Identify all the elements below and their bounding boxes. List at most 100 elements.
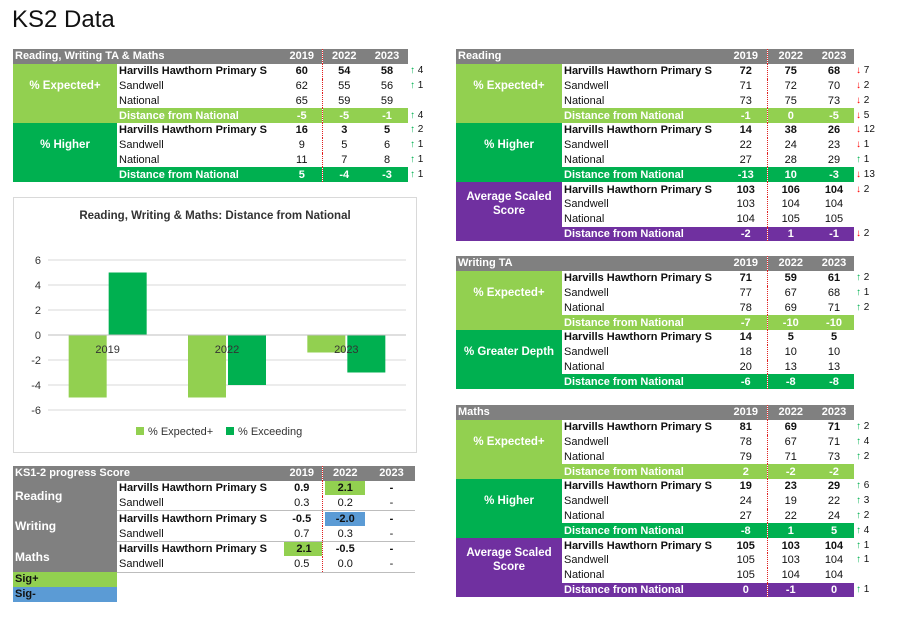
legend-label: % Exceeding [238, 426, 302, 438]
distance-row: Distance from National -8 1 5 ↑ 4 [456, 523, 901, 539]
value-cell: 67 [766, 285, 814, 301]
progress-value: - [389, 482, 394, 495]
distance-spacer [456, 315, 562, 330]
arrow-up-icon: ↑ [410, 168, 418, 180]
change-cell: ↓ 2 [854, 182, 901, 197]
value-cell: 13 [766, 359, 814, 375]
arrow-down-icon: ↓ [856, 124, 864, 136]
distance-value: 5 [282, 167, 323, 183]
progress-value: - [389, 512, 394, 525]
year-header: 2019 [725, 49, 767, 64]
arrow-up-icon: ↑ [410, 65, 418, 77]
change-cell: ↑ 1 [854, 152, 901, 168]
change-cell: ↓ 7 [854, 63, 901, 79]
distance-value: -2 [725, 226, 767, 242]
change-value: 7 [863, 65, 870, 77]
data-row: National 11 7 8 ↑ 1 [13, 152, 436, 168]
row-name: Sandwell [564, 286, 609, 299]
arrow-up-icon: ↑ [856, 524, 864, 536]
change-value: 1 [863, 153, 870, 165]
y-tick-label: 4 [35, 280, 41, 292]
progress-value: - [368, 495, 415, 512]
sig-plus-key: Sig+ [13, 572, 117, 587]
value-cell: 71 [739, 79, 752, 92]
value-cell: 22 [766, 508, 814, 524]
change-value: 1 [417, 153, 424, 165]
row-name: Sandwell [119, 79, 164, 92]
value-cell: 56 [380, 79, 394, 92]
change-value: 13 [863, 168, 875, 180]
arrow-up-icon: ↑ [856, 554, 864, 566]
distance-value: -5 [814, 108, 854, 123]
change-cell [854, 344, 901, 360]
arrow-up-icon: ↑ [856, 421, 864, 433]
data-row: Sandwell 22 24 23 ↓ 1 [456, 137, 901, 153]
value-cell: 104 [736, 213, 755, 226]
value-cell: 59 [766, 270, 814, 286]
value-cell: 18 [739, 346, 752, 359]
change-cell: ↓ 1 [854, 137, 901, 153]
change-value: 12 [863, 124, 875, 136]
distance-row: Distance from National -2 1 -1 ↓ 2 [456, 226, 901, 242]
value-cell: 75 [766, 63, 814, 79]
progress-value: 0.7 [282, 526, 322, 542]
progress-value: 0.2 [321, 495, 368, 512]
subject-label: Reading [13, 480, 117, 511]
year-header: 2022 [766, 256, 814, 271]
distance-value: -3 [814, 167, 854, 183]
y-tick-label: 6 [35, 255, 41, 267]
change-value: 2 [863, 509, 870, 521]
year-header: 2019 [725, 256, 767, 271]
change-cell: ↑ 4 [408, 108, 436, 123]
y-tick-label: -6 [31, 405, 41, 417]
progress-value: 0.0 [321, 556, 368, 573]
value-cell: 22 [827, 495, 841, 508]
change-cell [854, 315, 901, 330]
year-header: 2019 [282, 49, 323, 64]
row-name: Harvills Hawthorn Primary S [564, 183, 712, 196]
value-cell: 24 [766, 137, 814, 153]
y-tick-label: 0 [35, 330, 41, 342]
arrow-up-icon: ↑ [856, 480, 864, 492]
value-cell: 59 [380, 94, 394, 107]
value-cell: 79 [739, 450, 752, 463]
data-row: Reading Harvills Hawthorn Primary S 0.9 2.1… [13, 480, 415, 511]
change-value: 1 [863, 554, 870, 566]
row-name: Harvills Hawthorn Primary S [564, 539, 712, 552]
distance-value: -10 [766, 315, 814, 330]
distance-value: -8 [814, 374, 854, 390]
arrow-up-icon: ↑ [856, 153, 864, 165]
arrow-up-icon: ↑ [856, 301, 864, 313]
key-row: Sig+ [13, 572, 415, 587]
key-row: Sig- [13, 586, 415, 602]
change-cell: ↓ 2 [854, 93, 901, 109]
distance-value: -8 [766, 374, 814, 390]
change-value: 2 [863, 94, 870, 106]
value-cell: 29 [827, 480, 841, 493]
distance-spacer [13, 167, 117, 183]
data-row: Writing Harvills Hawthorn Primary S -0.5 -2… [13, 510, 415, 542]
value-cell: 78 [739, 435, 752, 448]
value-cell: 104 [824, 198, 844, 211]
year-header: 2019 [282, 466, 322, 481]
value-cell: 16 [295, 124, 308, 137]
arrow-up-icon: ↑ [856, 583, 864, 595]
value-cell: 77 [739, 286, 752, 299]
value-cell: 69 [766, 300, 814, 316]
value-cell: 7 [321, 152, 367, 168]
distance-value: -10 [814, 315, 854, 330]
arrow-down-icon: ↓ [856, 109, 864, 121]
value-cell: 27 [739, 153, 752, 166]
arrow-up-icon: ↑ [856, 286, 864, 298]
value-cell: 6 [383, 139, 391, 152]
value-cell: 24 [827, 509, 841, 522]
distance-spacer [456, 108, 562, 123]
value-cell: 20 [739, 360, 752, 373]
row-name: Harvills Hawthorn Primary S [564, 421, 712, 434]
data-row: National 65 59 59 [13, 93, 436, 109]
distance-value: -3 [366, 167, 409, 183]
value-cell: 22 [739, 139, 752, 152]
value-cell: 62 [295, 79, 308, 92]
row-name: Sandwell [564, 495, 609, 508]
change-value: 1 [863, 139, 870, 151]
